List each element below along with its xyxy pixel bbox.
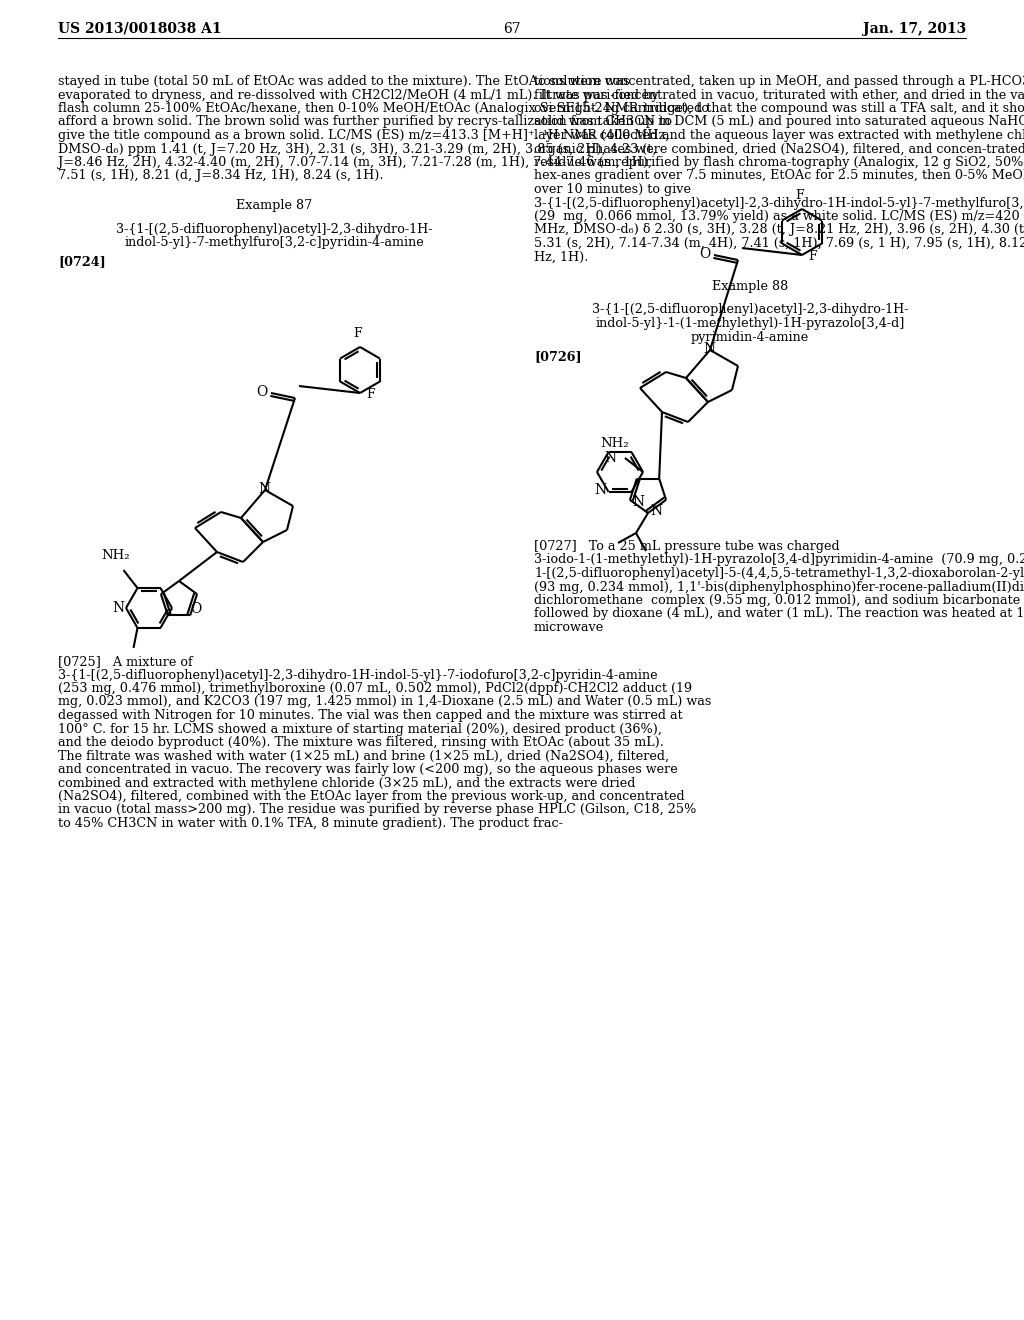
Text: in vacuo (total mass>200 mg). The residue was purified by reverse phase HPLC (Gi: in vacuo (total mass>200 mg). The residu… [58,804,696,817]
Text: N: N [650,504,663,517]
Text: [0727]   To a 25 mL pressure tube was charged: [0727] To a 25 mL pressure tube was char… [534,540,840,553]
Text: over 10 minutes) to give: over 10 minutes) to give [534,183,691,195]
Text: NH₂: NH₂ [601,437,630,450]
Text: DMSO-d₆) ppm 1.41 (t, J=7.20 Hz, 3H), 2.31 (s, 3H), 3.21-3.29 (m, 2H), 3.85 (s, : DMSO-d₆) ppm 1.41 (t, J=7.20 Hz, 3H), 2.… [58,143,656,156]
Text: give the title compound as a brown solid. LC/MS (ES) m/z=413.3 [M+H]⁺. ¹H NMR (4: give the title compound as a brown solid… [58,129,670,143]
Text: combined and extracted with methylene chloride (3×25 mL), and the extracts were : combined and extracted with methylene ch… [58,776,635,789]
Text: N: N [604,451,616,465]
Text: evaporated to dryness, and re-dissolved with CH2Cl2/MeOH (4 mL/1 mL). It was pur: evaporated to dryness, and re-dissolved … [58,88,658,102]
Text: O: O [190,602,202,616]
Text: NH₂: NH₂ [101,549,130,562]
Text: N: N [258,482,270,496]
Text: overnight. NMR indicated that the compound was still a TFA salt, and it showed a: overnight. NMR indicated that the compou… [534,102,1024,115]
Text: F: F [796,189,804,202]
Text: and concentrated in vacuo. The recovery was fairly low (<200 mg), so the aqueous: and concentrated in vacuo. The recovery … [58,763,678,776]
Text: [0726]: [0726] [534,350,582,363]
Text: J=8.46 Hz, 2H), 4.32-4.40 (m, 2H), 7.07-7.14 (m, 3H), 7.21-7.28 (m, 1H), 7.44-7.: J=8.46 Hz, 2H), 4.32-4.40 (m, 2H), 7.07-… [58,156,652,169]
Text: F: F [808,251,816,264]
Text: filtrate was concentrated in vacuo, triturated with ether, and dried in the vacu: filtrate was concentrated in vacuo, trit… [534,88,1024,102]
Text: pyrimidin-4-amine: pyrimidin-4-amine [691,330,809,343]
Text: (29  mg,  0.066 mmol, 13.79% yield) as a white solid. LC/MS (ES) m/z=420 [M+H]⁺.: (29 mg, 0.066 mmol, 13.79% yield) as a w… [534,210,1024,223]
Text: to 45% CH3CN in water with 0.1% TFA, 8 minute gradient). The product frac-: to 45% CH3CN in water with 0.1% TFA, 8 m… [58,817,563,830]
Text: degassed with Nitrogen for 10 minutes. The vial was then capped and the mixture : degassed with Nitrogen for 10 minutes. T… [58,709,683,722]
Text: Hz, 1H).: Hz, 1H). [534,251,589,264]
Text: Example 87: Example 87 [236,199,312,213]
Text: O: O [256,385,267,399]
Text: layer was collected and the aqueous layer was extracted with methylene chloride : layer was collected and the aqueous laye… [534,129,1024,143]
Text: flash column 25-100% EtOAc/hexane, then 0-10% MeOH/EtOAc (Analogix Si SF15-24g c: flash column 25-100% EtOAc/hexane, then … [58,102,709,115]
Text: (93 mg, 0.234 mmol), 1,1'-bis(diphenylphosphino)fer-rocene-palladium(II)dichlori: (93 mg, 0.234 mmol), 1,1'-bis(diphenylph… [534,581,1024,594]
Text: 7.51 (s, 1H), 8.21 (d, J=8.34 Hz, 1H), 8.24 (s, 1H).: 7.51 (s, 1H), 8.21 (d, J=8.34 Hz, 1H), 8… [58,169,384,182]
Text: [0724]: [0724] [58,256,105,268]
Text: organic phases were combined, dried (Na2SO4), filtered, and concen-trated in vac: organic phases were combined, dried (Na2… [534,143,1024,156]
Text: Jan. 17, 2013: Jan. 17, 2013 [863,22,966,36]
Text: dichloromethane  complex (9.55 mg, 0.012 mmol), and sodium bicarbonate (39.3 mg,: dichloromethane complex (9.55 mg, 0.012 … [534,594,1024,607]
Text: N: N [702,342,715,356]
Text: Example 88: Example 88 [712,280,788,293]
Text: [0725]   A mixture of: [0725] A mixture of [58,655,193,668]
Text: tions were concentrated, taken up in MeOH, and passed through a PL-HCO3 cartridg: tions were concentrated, taken up in MeO… [534,75,1024,88]
Text: US 2013/0018038 A1: US 2013/0018038 A1 [58,22,221,36]
Text: The filtrate was washed with water (1×25 mL) and brine (1×25 mL), dried (Na2SO4): The filtrate was washed with water (1×25… [58,750,669,763]
Text: residue was repurified by flash chroma-tography (Analogix, 12 g SiO2, 50%-100% E: residue was repurified by flash chroma-t… [534,156,1024,169]
Text: F: F [366,388,375,401]
Text: N: N [112,601,124,615]
Text: 3-{1-[(2,5-difluorophenyl)acetyl]-2,3-dihydro-1H-indol-5-yl}-7-iodofuro[3,2-c]py: 3-{1-[(2,5-difluorophenyl)acetyl]-2,3-di… [58,668,657,681]
Text: 3-{1-[(2,5-difluorophenyl)acetyl]-2,3-dihydro-1H-: 3-{1-[(2,5-difluorophenyl)acetyl]-2,3-di… [116,223,432,235]
Text: solid was taken up in DCM (5 mL) and poured into saturated aqueous NaHCO3 (5 mL): solid was taken up in DCM (5 mL) and pou… [534,116,1024,128]
Text: mg, 0.023 mmol), and K2CO3 (197 mg, 1.425 mmol) in 1,4-Dioxane (2.5 mL) and Wate: mg, 0.023 mmol), and K2CO3 (197 mg, 1.42… [58,696,712,709]
Text: 100° C. for 15 hr. LCMS showed a mixture of starting material (20%), desired pro: 100° C. for 15 hr. LCMS showed a mixture… [58,722,662,735]
Text: afford a brown solid. The brown solid was further purified by recrys-tallization: afford a brown solid. The brown solid wa… [58,116,672,128]
Text: hex-anes gradient over 7.5 minutes, EtOAc for 2.5 minutes, then 0-5% MeOH in EtO: hex-anes gradient over 7.5 minutes, EtOA… [534,169,1024,182]
Text: indol-5-yl}-7-methylfuro[3,2-c]pyridin-4-amine: indol-5-yl}-7-methylfuro[3,2-c]pyridin-4… [124,236,424,249]
Text: (253 mg, 0.476 mmol), trimethylboroxine (0.07 mL, 0.502 mmol), PdCl2(dppf)-CH2Cl: (253 mg, 0.476 mmol), trimethylboroxine … [58,682,692,696]
Text: MHz, DMSO-d₆) δ 2.30 (s, 3H), 3.28 (t, J=8.21 Hz, 2H), 3.96 (s, 2H), 4.30 (t, J=: MHz, DMSO-d₆) δ 2.30 (s, 3H), 3.28 (t, J… [534,223,1024,236]
Text: stayed in tube (total 50 mL of EtOAc was added to the mixture). The EtOAc soluti: stayed in tube (total 50 mL of EtOAc was… [58,75,630,88]
Text: microwave: microwave [534,620,604,634]
Text: 5.31 (s, 2H), 7.14-7.34 (m, 4H), 7.41 (s, 1H), 7.69 (s, 1 H), 7.95 (s, 1H), 8.12: 5.31 (s, 2H), 7.14-7.34 (m, 4H), 7.41 (s… [534,238,1024,249]
Text: indol-5-yl}-1-(1-methylethyl)-1H-pyrazolo[3,4-d]: indol-5-yl}-1-(1-methylethyl)-1H-pyrazol… [595,317,904,330]
Text: O: O [699,247,711,261]
Text: 3-{1-[(2,5-difluorophenyl)acetyl]-2,3-dihydro-1H-indol-5-yl}-7-methylfuro[3,2-c]: 3-{1-[(2,5-difluorophenyl)acetyl]-2,3-di… [534,197,1024,210]
Text: followed by dioxane (4 mL), and water (1 mL). The reaction was heated at 120° C.: followed by dioxane (4 mL), and water (1… [534,607,1024,620]
Text: 3-iodo-1-(1-methylethyl)-1H-pyrazolo[3,4-d]pyrimidin-4-amine  (70.9 mg, 0.234 mm: 3-iodo-1-(1-methylethyl)-1H-pyrazolo[3,4… [534,553,1024,566]
Text: 1-[(2,5-difluorophenyl)acetyl]-5-(4,4,5,5-tetramethyl-1,3,2-dioxaborolan-2-yl)-2: 1-[(2,5-difluorophenyl)acetyl]-5-(4,4,5,… [534,568,1024,579]
Text: and the deiodo byproduct (40%). The mixture was filtered, rinsing with EtOAc (ab: and the deiodo byproduct (40%). The mixt… [58,737,664,748]
Text: N: N [632,495,644,510]
Text: 67: 67 [503,22,521,36]
Text: F: F [353,327,362,341]
Text: (Na2SO4), filtered, combined with the EtOAc layer from the previous work-up, and: (Na2SO4), filtered, combined with the Et… [58,789,685,803]
Text: 3-{1-[(2,5-difluorophenyl)acetyl]-2,3-dihydro-1H-: 3-{1-[(2,5-difluorophenyl)acetyl]-2,3-di… [592,304,908,317]
Text: N: N [595,483,606,496]
